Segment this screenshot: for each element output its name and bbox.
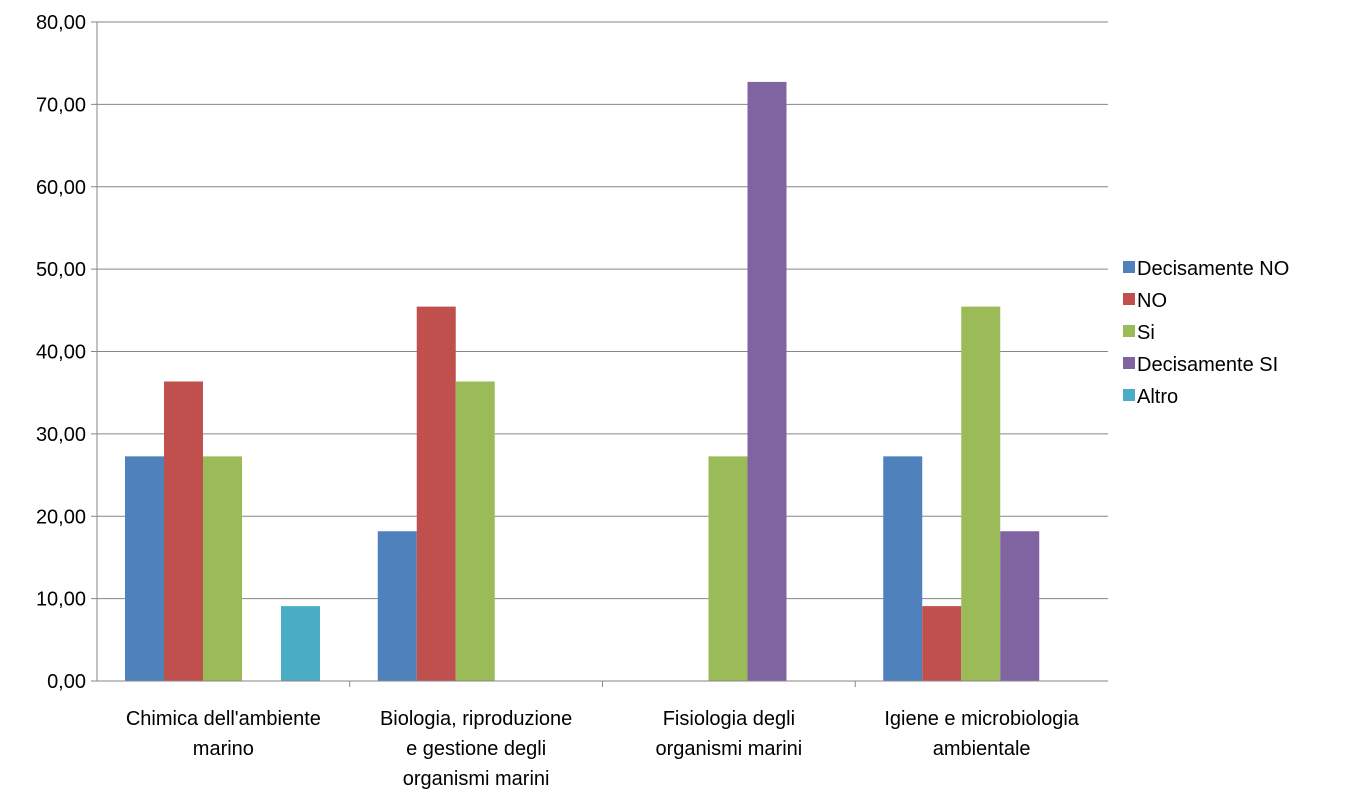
- y-tick-label: 40,00: [36, 342, 86, 364]
- bar: [1000, 531, 1040, 681]
- x-category-label: Fisiologia degli: [663, 708, 795, 730]
- x-category-label: organismi marini: [656, 738, 803, 760]
- bar: [416, 306, 456, 681]
- y-tick-label: 80,00: [36, 12, 86, 34]
- bar: [883, 456, 923, 681]
- legend-swatch: [1123, 389, 1135, 401]
- x-axis-categories: Chimica dell'ambiente marino Biologia, rip…: [126, 708, 1080, 790]
- legend-label: Decisamente SI: [1137, 354, 1278, 376]
- legend-label: Decisamente NO: [1137, 258, 1289, 280]
- bar: [125, 456, 164, 681]
- x-category-label: organismi marini: [403, 768, 550, 790]
- legend-label: Altro: [1137, 386, 1178, 408]
- bar: [203, 456, 242, 681]
- bar: [164, 381, 203, 681]
- y-tick-label: 20,00: [36, 506, 86, 528]
- bar: [922, 606, 962, 681]
- x-category-label: Chimica dell'ambiente: [126, 708, 321, 730]
- legend-swatch: [1123, 325, 1135, 337]
- gridlines: [97, 21, 1108, 600]
- x-category-label: Igiene e microbiologia: [884, 708, 1079, 730]
- x-category-label: Biologia, riproduzione: [380, 708, 572, 730]
- y-tick-label: 30,00: [36, 424, 86, 446]
- y-tick-label: 10,00: [36, 589, 86, 611]
- x-category-label: ambientale: [933, 738, 1031, 760]
- legend-swatch: [1123, 293, 1135, 305]
- bar: [455, 381, 495, 681]
- bar: [281, 606, 320, 681]
- y-tick-label: 70,00: [36, 94, 86, 116]
- bar: [377, 531, 417, 681]
- x-category-label: marino: [193, 738, 254, 760]
- y-tick-label: 50,00: [36, 259, 86, 281]
- legend-swatch: [1123, 261, 1135, 273]
- axes: [96, 22, 1108, 687]
- legend: Decisamente NO NO Si Decisamente SI Altro: [1123, 258, 1289, 408]
- bar: [961, 306, 1001, 681]
- bar: [708, 456, 748, 681]
- bars: [125, 81, 1040, 682]
- legend-label: NO: [1137, 290, 1167, 312]
- y-tick-label: 0,00: [47, 671, 86, 693]
- y-tick-label: 60,00: [36, 177, 86, 199]
- bar: [747, 81, 787, 682]
- legend-swatch: [1123, 357, 1135, 369]
- x-category-label: e gestione degli: [406, 738, 546, 760]
- y-axis-ticks: 0,00 10,00 20,00 30,00 40,00 50,00 60,00 70,00 8…: [36, 12, 97, 693]
- legend-label: Si: [1137, 322, 1155, 344]
